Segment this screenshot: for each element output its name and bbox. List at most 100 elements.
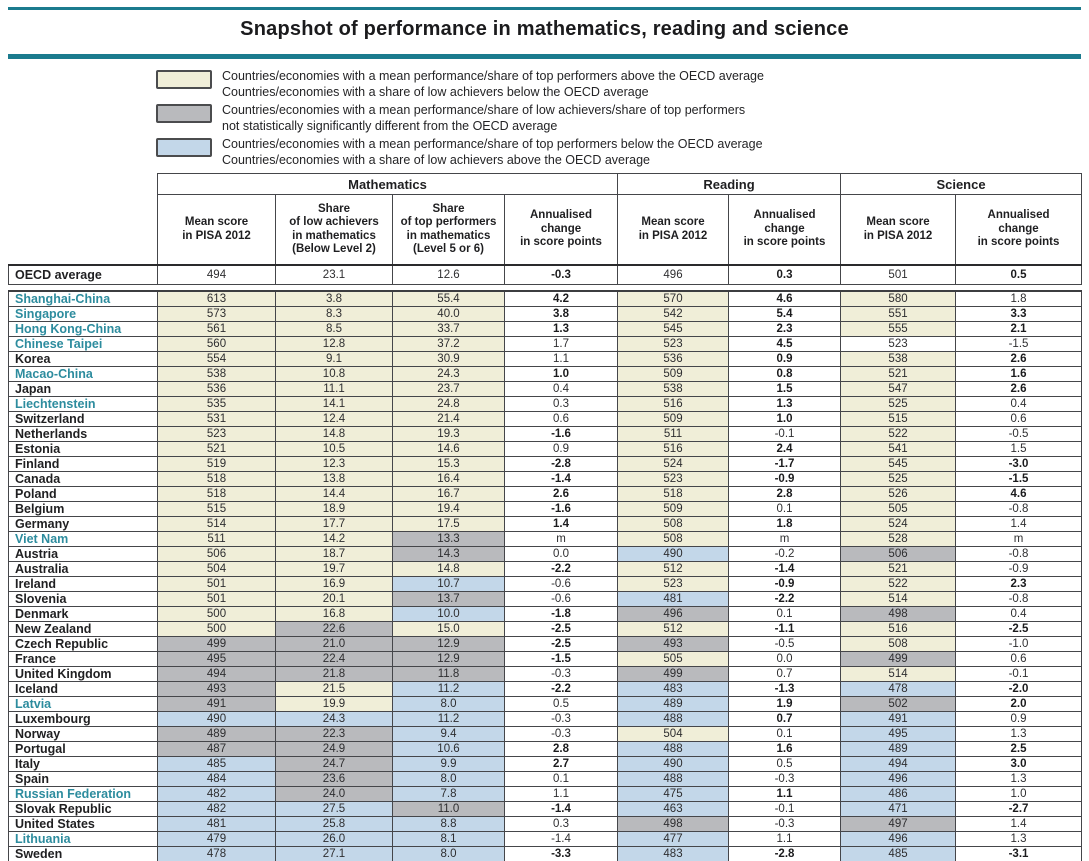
col-header-science-mean: Mean score in PISA 2012 [840,194,957,266]
value-cell: 2.5 [955,740,1083,757]
value-cell: -2.2 [504,560,618,577]
value-cell: -3.0 [955,455,1083,472]
country-name: Switzerland [8,410,158,427]
country-name: Chinese Taipei [8,335,158,352]
value-cell: 21.4 [392,410,505,427]
country-row: France 495 22.4 12.9 -1.5 505 0.0 499 0.6 [8,650,1083,667]
value-cell: 1.1 [727,785,842,802]
value-cell: 19.3 [392,425,505,442]
value-cell: 511 [157,530,276,547]
value-cell: 501 [840,264,957,285]
value-cell: 0.6 [955,650,1083,667]
value-cell: 40.0 [392,305,505,322]
value-cell: 18.9 [275,500,393,517]
value-cell: 1.4 [955,815,1083,832]
value-cell: 1.8 [955,290,1083,307]
value-cell: -2.2 [504,680,618,697]
value-cell: 22.4 [275,650,393,667]
top-rule [8,7,1081,10]
value-cell: 8.3 [275,305,393,322]
value-cell: 0.9 [955,710,1083,727]
value-cell: 19.9 [275,695,393,712]
country-name: Australia [8,560,158,577]
country-name: United States [8,815,158,832]
value-cell: 500 [157,605,276,622]
country-name: Macao-China [8,365,158,382]
value-cell: 37.2 [392,335,505,352]
value-cell: 504 [157,560,276,577]
value-cell: 1.4 [955,515,1083,532]
value-cell: 3.8 [504,305,618,322]
value-cell: 1.5 [727,380,842,397]
col-header-math-mean: Mean score in PISA 2012 [157,194,276,266]
value-cell: -1.1 [727,620,842,637]
value-cell: 487 [157,740,276,757]
legend-line: Countries/economies with a share of low … [222,152,650,167]
value-cell: 551 [840,305,957,322]
value-cell: 16.9 [275,575,393,592]
country-row: Shanghai-China 613 3.8 55.4 4.2 570 4.6 580 1.8 [8,290,1083,307]
value-cell: 508 [840,635,957,652]
value-cell: 516 [617,395,729,412]
legend-line: not statistically significantly differen… [222,118,558,133]
value-cell: 11.0 [392,800,505,817]
country-name: Korea [8,350,158,367]
value-cell: 494 [840,755,957,772]
value-cell: 499 [617,665,729,682]
value-cell: 509 [617,500,729,517]
value-cell: -1.7 [727,455,842,472]
value-cell: 478 [840,680,957,697]
value-cell: 5.4 [727,305,842,322]
value-cell: 541 [840,440,957,457]
value-cell: 0.6 [955,410,1083,427]
value-cell: 538 [840,350,957,367]
country-name: Belgium [8,500,158,517]
value-cell: 2.8 [504,740,618,757]
value-cell: 547 [840,380,957,397]
country-name: Luxembourg [8,710,158,727]
value-cell: 7.8 [392,785,505,802]
value-cell: -2.0 [955,680,1083,697]
value-cell: 499 [840,650,957,667]
country-name: Norway [8,725,158,742]
value-cell: -1.0 [955,635,1083,652]
value-cell: 10.0 [392,605,505,622]
value-cell: 500 [157,620,276,637]
country-row: Netherlands 523 14.8 19.3 -1.6 511 -0.1 522 -0.5 [8,425,1083,442]
value-cell: 0.8 [727,365,842,382]
group-header-row: Mathematics Reading Science [8,173,1083,195]
value-cell: 15.0 [392,620,505,637]
value-cell: 0.0 [727,650,842,667]
country-name: Estonia [8,440,158,457]
value-cell: 17.7 [275,515,393,532]
value-cell: 523 [840,335,957,352]
value-cell: 523 [617,470,729,487]
value-cell: 488 [617,770,729,787]
value-cell: 545 [840,455,957,472]
value-cell: -1.4 [727,560,842,577]
country-row: Switzerland 531 12.4 21.4 0.6 509 1.0 515 0.6 [8,410,1083,427]
value-cell: 483 [617,845,729,861]
value-cell: -1.5 [955,335,1083,352]
value-cell: 2.3 [727,320,842,337]
country-row: Austria 506 18.7 14.3 0.0 490 -0.2 506 -0.8 [8,545,1083,562]
value-cell: -3.1 [955,845,1083,861]
value-cell: 2.6 [955,350,1083,367]
country-name: Portugal [8,740,158,757]
value-cell: -0.8 [955,500,1083,517]
value-cell: -0.3 [504,665,618,682]
value-cell: 491 [157,695,276,712]
value-cell: 486 [840,785,957,802]
value-cell: 525 [840,470,957,487]
value-cell: 523 [617,575,729,592]
value-cell: -0.3 [727,815,842,832]
value-cell: 55.4 [392,290,505,307]
country-row: Estonia 521 10.5 14.6 0.9 516 2.4 541 1.5 [8,440,1083,457]
value-cell: 560 [157,335,276,352]
value-cell: 490 [617,545,729,562]
country-name: Slovenia [8,590,158,607]
country-name: Shanghai-China [8,290,158,307]
value-cell: 477 [617,830,729,847]
value-cell: 479 [157,830,276,847]
value-cell: 12.9 [392,635,505,652]
